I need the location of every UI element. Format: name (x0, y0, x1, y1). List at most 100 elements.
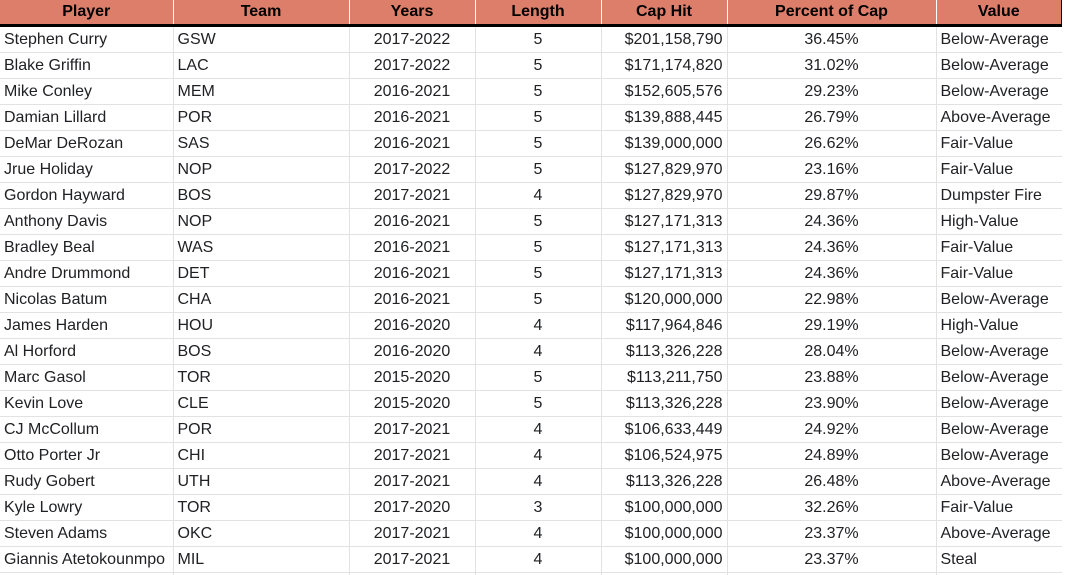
cell-player[interactable]: Anthony Davis (0, 208, 174, 235)
cell-percent-of-cap[interactable]: 26.48% (727, 468, 937, 495)
cell-years[interactable]: 2016-2020 (349, 338, 476, 365)
cell-percent-of-cap[interactable]: 26.79% (727, 104, 937, 131)
cell-years[interactable]: 2017-2021 (349, 182, 476, 209)
cell-years[interactable]: 2017-2021 (349, 520, 476, 547)
cell-team[interactable]: MEM (173, 78, 350, 105)
cell-percent-of-cap[interactable]: 23.37% (727, 520, 937, 547)
cell-value[interactable]: Dumpster Fire (936, 182, 1063, 209)
cell-team[interactable] (173, 572, 350, 575)
header-team[interactable]: Team (173, 0, 350, 27)
cell-years[interactable]: 2017-2022 (349, 52, 476, 79)
cell-player[interactable]: Steven Adams (0, 520, 174, 547)
cell-length[interactable] (475, 572, 602, 575)
cell-years[interactable]: 2017-2021 (349, 546, 476, 573)
cell-percent-of-cap[interactable] (727, 572, 937, 575)
cell-player[interactable]: Giannis Atetokounmpo (0, 546, 174, 573)
cell-team[interactable]: OKC (173, 520, 350, 547)
cell-team[interactable]: HOU (173, 312, 350, 339)
cell-cap-hit[interactable]: $152,605,576 (601, 78, 728, 105)
cell-player[interactable]: Andre Drummond (0, 260, 174, 287)
cell-player[interactable]: Marc Gasol (0, 364, 174, 391)
cell-percent-of-cap[interactable]: 23.88% (727, 364, 937, 391)
cell-value[interactable]: Fair-Value (936, 260, 1063, 287)
cell-value[interactable]: Below-Average (936, 364, 1063, 391)
cell-player[interactable]: Kyle Lowry (0, 494, 174, 521)
cell-cap-hit[interactable]: $113,326,228 (601, 390, 728, 417)
cell-player[interactable]: Nicolas Batum (0, 286, 174, 313)
cell-cap-hit[interactable]: $100,000,000 (601, 494, 728, 521)
cell-player[interactable]: Rudy Gobert (0, 468, 174, 495)
cell-years[interactable] (349, 572, 476, 575)
cell-percent-of-cap[interactable]: 32.26% (727, 494, 937, 521)
cell-percent-of-cap[interactable]: 29.19% (727, 312, 937, 339)
cell-team[interactable]: CLE (173, 390, 350, 417)
cell-team[interactable]: NOP (173, 208, 350, 235)
cell-length[interactable]: 3 (475, 494, 602, 521)
cell-percent-of-cap[interactable]: 28.04% (727, 338, 937, 365)
cell-length[interactable]: 4 (475, 546, 602, 573)
cell-team[interactable]: TOR (173, 364, 350, 391)
cell-cap-hit[interactable]: $127,171,313 (601, 234, 728, 261)
cell-years[interactable]: 2016-2021 (349, 130, 476, 157)
cell-cap-hit[interactable]: $127,829,970 (601, 156, 728, 183)
header-length[interactable]: Length (475, 0, 602, 27)
cell-percent-of-cap[interactable]: 24.36% (727, 234, 937, 261)
cell-player[interactable]: DeMar DeRozan (0, 130, 174, 157)
cell-cap-hit[interactable]: $106,524,975 (601, 442, 728, 469)
cell-years[interactable]: 2016-2021 (349, 286, 476, 313)
cell-percent-of-cap[interactable]: 29.87% (727, 182, 937, 209)
cell-percent-of-cap[interactable]: 36.45% (727, 25, 937, 53)
cell-player[interactable]: Mike Conley (0, 78, 174, 105)
cell-player[interactable]: Otto Porter Jr (0, 442, 174, 469)
cell-cap-hit[interactable] (601, 572, 728, 575)
cell-cap-hit[interactable]: $106,633,449 (601, 416, 728, 443)
cell-team[interactable]: LAC (173, 52, 350, 79)
cell-length[interactable]: 5 (475, 208, 602, 235)
cell-value[interactable]: Below-Average (936, 390, 1063, 417)
cell-length[interactable]: 4 (475, 468, 602, 495)
cell-percent-of-cap[interactable]: 23.90% (727, 390, 937, 417)
cell-length[interactable]: 4 (475, 520, 602, 547)
cell-percent-of-cap[interactable]: 24.36% (727, 208, 937, 235)
cell-percent-of-cap[interactable]: 24.36% (727, 260, 937, 287)
cell-team[interactable]: POR (173, 104, 350, 131)
cell-percent-of-cap[interactable]: 31.02% (727, 52, 937, 79)
cell-team[interactable]: DET (173, 260, 350, 287)
cell-team[interactable]: CHA (173, 286, 350, 313)
cell-percent-of-cap[interactable]: 23.37% (727, 546, 937, 573)
cell-years[interactable]: 2015-2020 (349, 390, 476, 417)
cell-years[interactable]: 2016-2021 (349, 234, 476, 261)
cell-cap-hit[interactable]: $113,326,228 (601, 338, 728, 365)
cell-team[interactable]: MIL (173, 546, 350, 573)
cell-years[interactable]: 2016-2021 (349, 260, 476, 287)
cell-team[interactable]: CHI (173, 442, 350, 469)
cell-player[interactable]: Stephen Curry (0, 25, 174, 53)
cell-years[interactable]: 2017-2021 (349, 442, 476, 469)
cell-years[interactable]: 2016-2021 (349, 104, 476, 131)
cell-team[interactable]: BOS (173, 182, 350, 209)
cell-value[interactable]: Below-Average (936, 442, 1063, 469)
header-value[interactable]: Value (936, 0, 1063, 27)
cell-player[interactable]: Bradley Beal (0, 234, 174, 261)
cell-cap-hit[interactable]: $201,158,790 (601, 25, 728, 53)
cell-years[interactable]: 2016-2021 (349, 78, 476, 105)
cell-cap-hit[interactable]: $127,171,313 (601, 260, 728, 287)
cell-team[interactable]: NOP (173, 156, 350, 183)
cell-cap-hit[interactable]: $139,000,000 (601, 130, 728, 157)
cell-cap-hit[interactable]: $127,829,970 (601, 182, 728, 209)
cell-cap-hit[interactable]: $120,000,000 (601, 286, 728, 313)
cell-percent-of-cap[interactable]: 23.16% (727, 156, 937, 183)
cell-cap-hit[interactable]: $100,000,000 (601, 520, 728, 547)
cell-cap-hit[interactable]: $100,000,000 (601, 546, 728, 573)
cell-cap-hit[interactable]: $113,211,750 (601, 364, 728, 391)
cell-value[interactable]: Above-Average (936, 520, 1063, 547)
cell-percent-of-cap[interactable]: 26.62% (727, 130, 937, 157)
cell-value[interactable]: Fair-Value (936, 130, 1063, 157)
cell-player[interactable]: Jrue Holiday (0, 156, 174, 183)
cell-percent-of-cap[interactable]: 24.89% (727, 442, 937, 469)
cell-length[interactable]: 5 (475, 364, 602, 391)
cell-value[interactable] (936, 572, 1063, 575)
cell-length[interactable]: 4 (475, 442, 602, 469)
cell-length[interactable]: 4 (475, 312, 602, 339)
cell-value[interactable]: Above-Average (936, 104, 1063, 131)
